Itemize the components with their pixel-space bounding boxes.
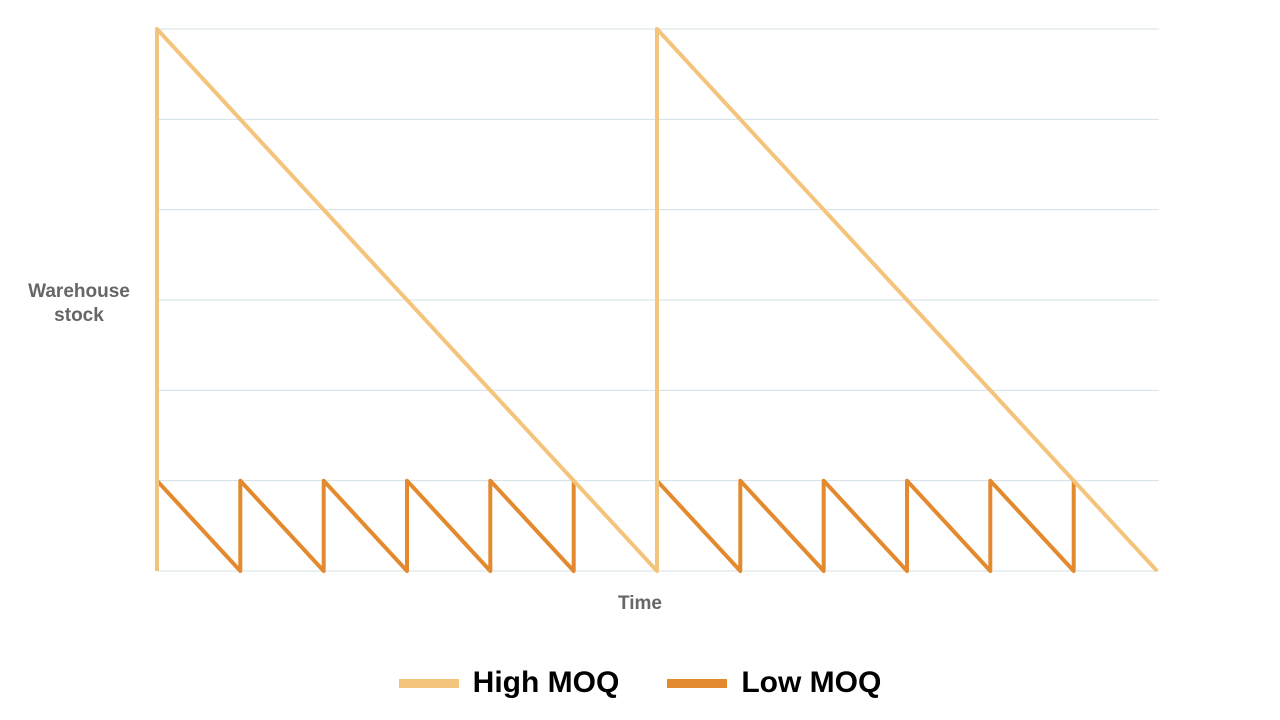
legend-item-high-moq: High MOQ bbox=[398, 666, 620, 700]
legend-swatch-high-moq bbox=[398, 678, 459, 688]
legend: High MOQ Low MOQ bbox=[0, 666, 1280, 700]
y-axis-label: Warehouse stock bbox=[28, 281, 130, 326]
series-line-low-moq bbox=[155, 478, 1076, 573]
series-line-high-moq bbox=[155, 27, 1159, 573]
legend-item-low-moq: Low MOQ bbox=[667, 666, 881, 700]
legend-label-low-moq: Low MOQ bbox=[741, 666, 882, 699]
x-axis-label: Time bbox=[617, 593, 662, 614]
legend-swatch-low-moq bbox=[667, 678, 728, 688]
legend-label-high-moq: High MOQ bbox=[472, 666, 620, 699]
